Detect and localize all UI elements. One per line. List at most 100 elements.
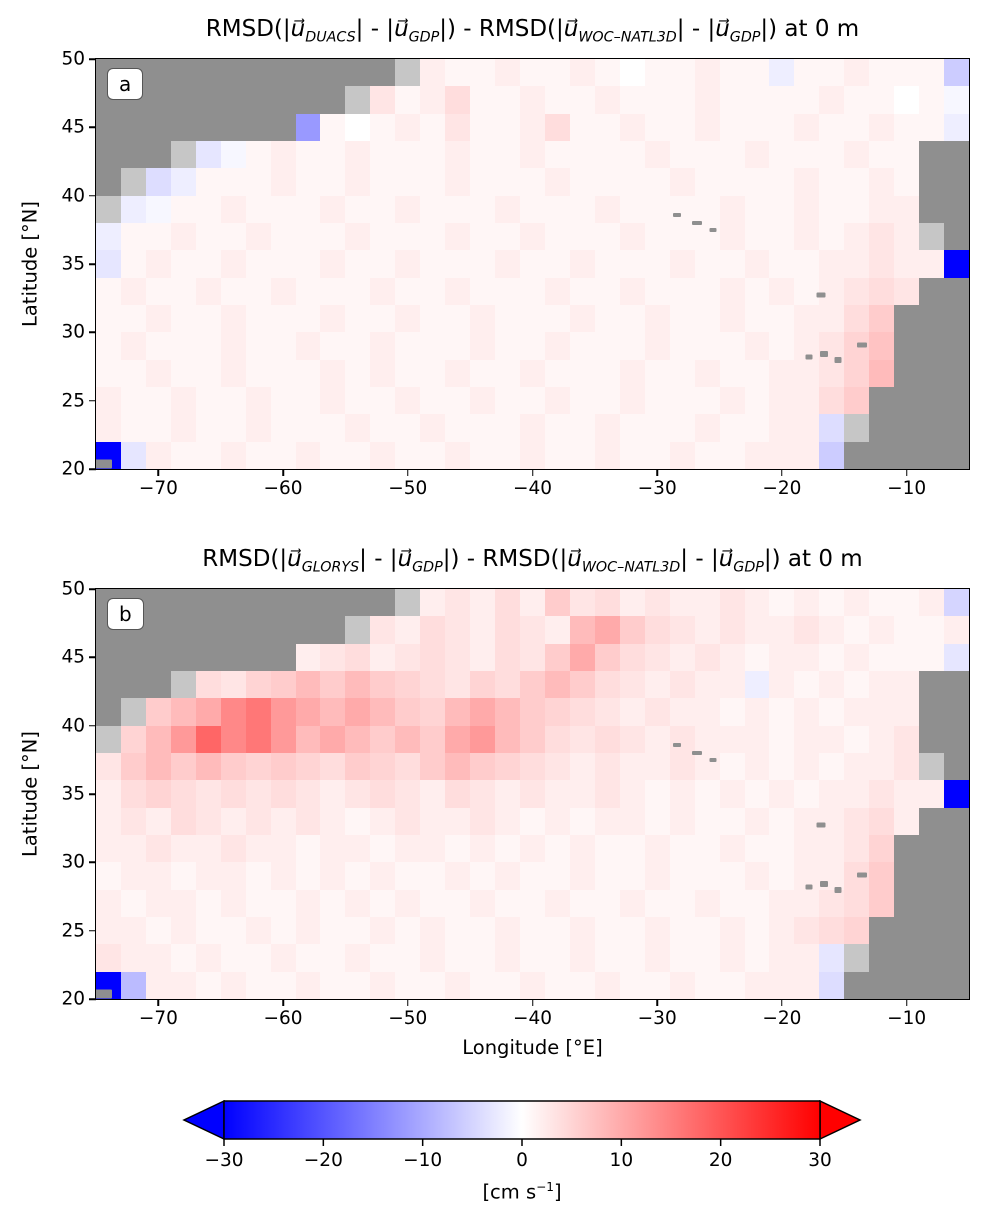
heatmap-cell (819, 698, 845, 726)
heatmap-cell (145, 698, 171, 726)
heatmap-cell (445, 414, 471, 442)
heatmap-cell (445, 441, 471, 469)
heatmap-cell (145, 643, 171, 671)
heatmap-cell (270, 359, 296, 387)
heatmap-cell (719, 305, 745, 333)
heatmap-cell (345, 589, 371, 617)
heatmap-cell (919, 441, 945, 469)
heatmap-cell (245, 250, 271, 278)
heatmap-cell (569, 59, 595, 87)
heatmap-cell (844, 698, 870, 726)
heatmap-cell (145, 141, 171, 169)
heatmap-cell (894, 643, 920, 671)
heatmap-cell (594, 725, 620, 753)
heatmap-cell (120, 725, 146, 753)
heatmap-cell (270, 889, 296, 917)
heatmap-cell (569, 441, 595, 469)
heatmap-cell (220, 250, 246, 278)
heatmap-cell (544, 698, 570, 726)
heatmap-cell (719, 589, 745, 617)
heatmap-cell (544, 250, 570, 278)
heatmap-cell (844, 59, 870, 87)
heatmap-cell (170, 414, 196, 442)
heatmap-cell (669, 698, 695, 726)
heatmap-cell (844, 671, 870, 699)
heatmap-cell (120, 917, 146, 945)
heatmap-cell (944, 753, 969, 781)
heatmap-cell (694, 305, 720, 333)
heatmap-cell (320, 589, 346, 617)
heatmap-cell (794, 616, 820, 644)
heatmap-cell (320, 616, 346, 644)
heatmap-cell (370, 917, 396, 945)
heatmap-cell (919, 753, 945, 781)
heatmap-cell (220, 753, 246, 781)
heatmap-cell (794, 944, 820, 972)
heatmap-cell (744, 780, 770, 808)
heatmap-cell (694, 835, 720, 863)
heatmap-cell (245, 387, 271, 415)
heatmap-cell (594, 113, 620, 141)
heatmap-cell (619, 944, 645, 972)
heatmap-cell (919, 277, 945, 305)
heatmap-cell (96, 195, 121, 223)
heatmap-cell (195, 113, 221, 141)
heatmap-cell (644, 862, 670, 890)
heatmap-cell (245, 807, 271, 835)
heatmap-cell (470, 305, 496, 333)
heatmap-cell (120, 223, 146, 251)
heatmap-cell (844, 807, 870, 835)
heatmap-cell (619, 589, 645, 617)
heatmap-cell (495, 195, 521, 223)
heatmap-cell (520, 86, 545, 114)
heatmap-cell (345, 780, 371, 808)
heatmap-cell (869, 671, 895, 699)
heatmap-cell (145, 671, 171, 699)
heatmap-cell (744, 671, 770, 699)
heatmap-cell (320, 359, 346, 387)
heatmap-cell (894, 277, 920, 305)
heatmap-cell (894, 671, 920, 699)
heatmap-cell (320, 305, 346, 333)
heatmap-cell (345, 86, 371, 114)
heatmap-cell (644, 441, 670, 469)
heatmap-cell (869, 168, 895, 196)
heatmap-cell (96, 223, 121, 251)
heatmap-cell (295, 917, 321, 945)
heatmap-cell (445, 113, 471, 141)
heatmap-cell (919, 195, 945, 223)
heatmap-cell (470, 141, 496, 169)
heatmap-cell (894, 387, 920, 415)
heatmap-cell (420, 277, 446, 305)
heatmap-cell (370, 250, 396, 278)
heatmap-cell (470, 862, 496, 890)
heatmap-cell (145, 807, 171, 835)
x-tick-label: −10 (887, 1008, 927, 1029)
heatmap-cell (220, 643, 246, 671)
heatmap-cell (295, 59, 321, 87)
panel-b-title: RMSD(|u⃗GLORYS| - |u⃗GDP|) - RMSD(|u⃗WOC… (202, 546, 863, 576)
heatmap-cell (669, 387, 695, 415)
heatmap-cell (420, 807, 446, 835)
heatmap-cell (320, 917, 346, 945)
heatmap-cell (644, 589, 670, 617)
heatmap-cell (120, 441, 146, 469)
heatmap-cell (894, 250, 920, 278)
heatmap-cell (220, 441, 246, 469)
heatmap-cell (619, 305, 645, 333)
heatmap-cell (445, 807, 471, 835)
heatmap-cell (220, 725, 246, 753)
heatmap-cell (395, 698, 421, 726)
heatmap-cell (869, 305, 895, 333)
heatmap-cell (844, 168, 870, 196)
canary-grancanaria-island (834, 356, 842, 363)
heatmap-cell (120, 944, 146, 972)
y-tick-label: 25 (61, 390, 85, 412)
colorbar-tick-label: −20 (304, 1150, 343, 1171)
heatmap-cell (295, 780, 321, 808)
heatmap-cell (719, 332, 745, 360)
heatmap-cell (844, 387, 870, 415)
heatmap-cell (495, 414, 521, 442)
heatmap-cell (295, 359, 321, 387)
